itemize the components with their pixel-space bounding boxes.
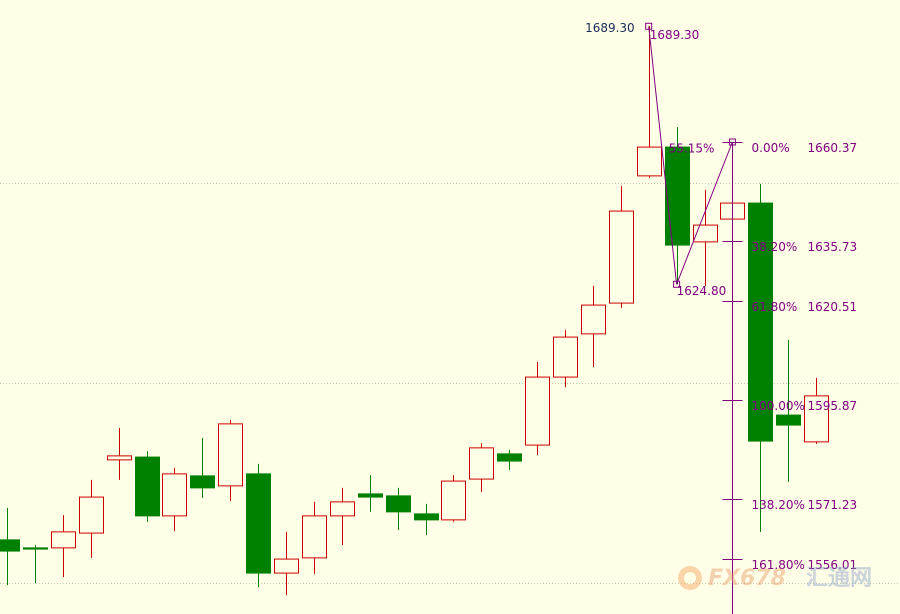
candle-body (218, 423, 243, 487)
watermark-logo (684, 572, 696, 584)
candle-body (358, 493, 383, 498)
watermark-name: 汇通网 (806, 566, 872, 591)
fib-ratio-label: 0.00% (752, 141, 790, 155)
fib-price-label: 1595.87 (808, 399, 858, 413)
candle-body (609, 210, 634, 304)
price-label: 1624.80 (677, 284, 727, 298)
candle-body (637, 146, 662, 177)
fib-price-label: 1620.51 (808, 300, 858, 314)
candle-body (693, 224, 718, 243)
fib-price-label: 1660.37 (808, 141, 858, 155)
candle-body (748, 202, 773, 442)
fib-ratio-label: 100.00% (752, 399, 805, 413)
candle-body (386, 495, 411, 513)
candle-body (414, 513, 439, 521)
candle-body (107, 455, 132, 461)
candle-body (274, 558, 299, 574)
candle-body (469, 447, 494, 480)
candle-body (776, 414, 801, 426)
candle-body (553, 336, 578, 378)
candle-body (246, 473, 271, 574)
candle-body (0, 539, 20, 552)
candle-body (51, 531, 76, 549)
zigzag-line (648, 26, 733, 285)
fib-ratio-label: 61.80% (752, 300, 798, 314)
price-label: 1689.30 (650, 28, 700, 42)
watermark: FX678 汇通网 (678, 566, 872, 591)
fib-ratio-label: 138.20% (752, 498, 805, 512)
candle-body (804, 395, 829, 443)
fib-price-label: 1556.01 (808, 558, 858, 572)
fib-ratio-label: 38.20% (752, 240, 798, 254)
zigzag-node (645, 22, 653, 30)
candle-body (497, 453, 522, 462)
price-label: 1689.30 (585, 21, 635, 35)
candle-body (79, 496, 104, 534)
watermark-logo (678, 566, 702, 590)
candle-body (162, 473, 187, 517)
candle-body (190, 475, 215, 489)
zigzag-node (673, 280, 681, 288)
candle-body (23, 547, 48, 550)
candle-body (581, 304, 606, 335)
candle-body (135, 456, 160, 517)
candle-body (302, 515, 327, 559)
candle-body (525, 376, 550, 446)
candle-body (330, 501, 355, 517)
watermark-brand: FX678 (708, 566, 786, 591)
zigzag-node (728, 138, 736, 146)
fib-ratio-label: 161.80% (752, 558, 805, 572)
fib-price-label: 1571.23 (808, 498, 858, 512)
fib-price-label: 1635.73 (808, 240, 858, 254)
candle-body (665, 146, 690, 246)
candle-body (441, 480, 466, 521)
retracement-label: 55.15% (669, 142, 715, 156)
